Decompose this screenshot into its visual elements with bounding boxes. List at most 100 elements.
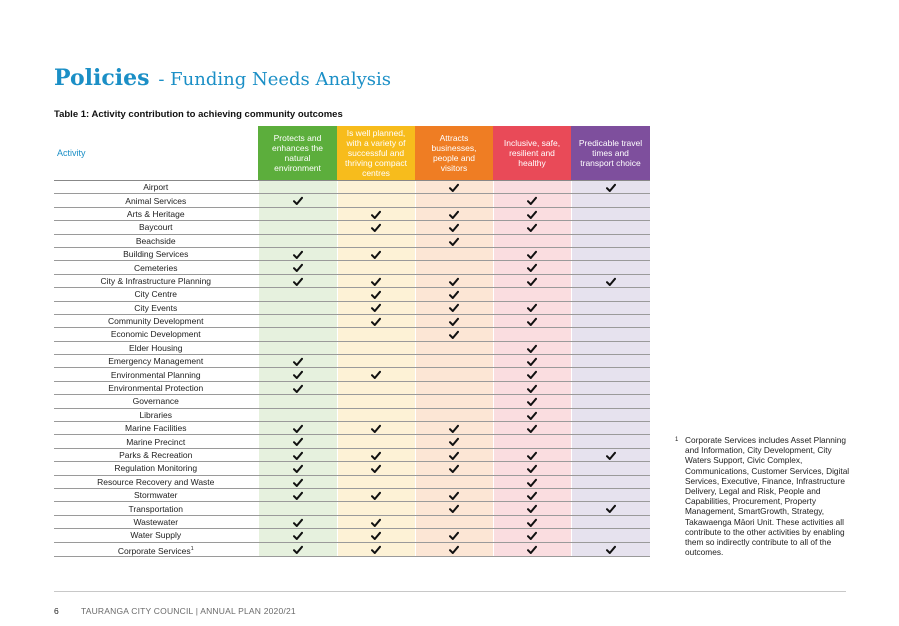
outcome-cell	[492, 260, 571, 275]
outcome-cell	[414, 301, 493, 315]
outcome-cell	[257, 247, 337, 262]
outcome-cell	[492, 274, 571, 289]
outcome-cell	[492, 327, 571, 342]
check-icon	[527, 357, 537, 367]
outcome-cell	[414, 260, 493, 275]
activity-name-cell: Economic Development	[54, 327, 258, 342]
outcome-cell	[257, 207, 337, 222]
outcome-cell	[492, 207, 571, 222]
check-icon	[449, 330, 459, 340]
outcome-cell	[492, 515, 571, 530]
outcome-cell	[414, 193, 493, 208]
activity-name-cell: Libraries	[54, 408, 258, 423]
outcome-cell	[257, 408, 337, 423]
check-icon	[449, 437, 459, 447]
outcome-cell	[336, 394, 415, 409]
outcome-cell	[257, 180, 337, 195]
outcome-cell	[257, 354, 337, 369]
table-row: Marine Facilities	[54, 421, 650, 436]
table-row: Economic Development	[54, 327, 650, 342]
activity-name-cell: Emergency Management	[54, 354, 258, 369]
check-icon	[527, 317, 537, 327]
activity-name-cell: Environmental Protection	[54, 381, 258, 396]
outcome-cell	[570, 234, 650, 248]
outcome-cell	[414, 220, 493, 235]
activity-name: City Events	[134, 302, 178, 313]
check-icon	[292, 451, 303, 461]
outcome-cell	[570, 314, 650, 329]
outcome-cell	[336, 381, 415, 396]
check-icon	[527, 397, 537, 407]
outcome-header-natural-environment: Protects and enhances the natural enviro…	[258, 126, 337, 181]
outcome-cell	[492, 287, 571, 302]
outcome-cell	[414, 247, 493, 262]
check-icon	[292, 196, 303, 206]
check-icon	[371, 531, 381, 541]
activity-name-cell: Stormwater	[54, 488, 258, 503]
outcome-cell	[570, 367, 650, 382]
outcome-cell	[570, 488, 650, 503]
activity-name-cell: Elder Housing	[54, 341, 258, 356]
check-icon	[527, 196, 537, 206]
activity-name-cell: Marine Precinct	[54, 434, 258, 449]
table-row: Elder Housing	[54, 341, 650, 356]
outcome-cell	[492, 475, 571, 489]
check-icon	[449, 183, 459, 193]
outcome-cell	[257, 421, 337, 436]
table-row: City Events	[54, 301, 650, 315]
footnote-reference: 1	[190, 545, 194, 552]
activity-name-cell: Beachside	[54, 234, 258, 248]
check-icon	[605, 545, 616, 555]
activity-name-cell: Corporate Services1	[54, 542, 258, 558]
outcome-cell	[570, 394, 650, 409]
activity-name: Arts & Heritage	[126, 208, 185, 219]
outcome-cell	[492, 247, 571, 262]
check-icon	[292, 250, 303, 260]
outcome-cell	[336, 434, 415, 449]
outcome-cell	[336, 234, 415, 248]
check-icon	[371, 464, 381, 474]
activity-name: Marine Facilities	[125, 423, 187, 434]
outcome-cell	[492, 341, 571, 356]
outcome-cell	[414, 461, 493, 476]
activity-name: Corporate Services	[117, 545, 191, 556]
outcome-cell	[570, 501, 650, 516]
activity-column-header: Activity	[54, 126, 258, 181]
check-icon	[527, 263, 537, 273]
table-row: Regulation Monitoring	[54, 461, 650, 476]
check-icon	[527, 545, 537, 555]
table-row: Arts & Heritage	[54, 207, 650, 222]
outcome-cell	[492, 501, 571, 516]
outcome-cell	[492, 461, 571, 476]
outcome-cell	[570, 274, 650, 289]
outcome-cell	[257, 515, 337, 530]
outcome-cell	[570, 381, 650, 396]
activity-name-cell: Water Supply	[54, 528, 258, 543]
activity-name-cell: Arts & Heritage	[54, 207, 258, 222]
outcome-cell	[257, 220, 337, 235]
check-icon	[449, 210, 459, 220]
check-icon	[449, 277, 459, 287]
page-title-sub: - Funding Needs Analysis	[158, 69, 391, 90]
outcome-cell	[492, 180, 571, 195]
outcome-cell	[570, 287, 650, 302]
activity-name: City & Infrastructure Planning	[100, 275, 212, 286]
table-row: Beachside	[54, 234, 650, 248]
outcome-cell	[492, 542, 571, 558]
check-icon	[292, 370, 303, 380]
outcome-cell	[414, 234, 493, 248]
activity-name: Wastewater	[133, 516, 179, 527]
activity-name-cell: Regulation Monitoring	[54, 461, 258, 476]
footer-divider	[54, 591, 846, 592]
activity-name-cell: Animal Services	[54, 193, 258, 208]
check-icon	[292, 531, 303, 541]
activity-name: Community Development	[108, 316, 204, 327]
check-icon	[527, 424, 537, 434]
outcome-cell	[336, 475, 415, 489]
outcome-cell	[257, 461, 337, 476]
outcome-cell	[336, 274, 415, 289]
outcome-cell	[570, 421, 650, 436]
activity-name-cell: Wastewater	[54, 515, 258, 530]
outcome-header-businesses-visitors: Attracts businesses, people and visitors	[415, 126, 493, 181]
outcome-cell	[257, 448, 337, 463]
